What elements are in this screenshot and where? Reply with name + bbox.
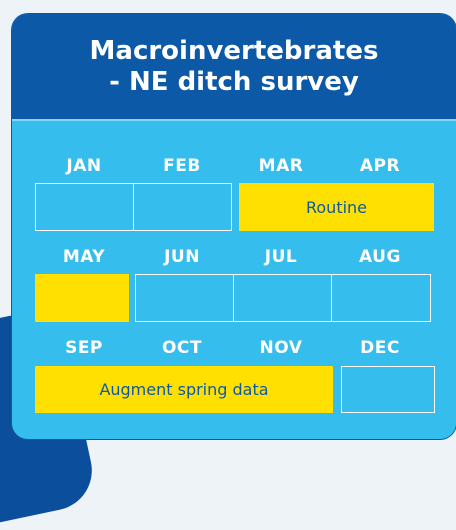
- title-line: Macroinvertebrates: [89, 36, 379, 66]
- month-label: MAY: [62, 247, 106, 267]
- title-line: - NE ditch survey: [109, 67, 359, 97]
- empty-cell: [331, 274, 431, 322]
- empty-cell: [35, 183, 134, 231]
- page: Macroinvertebrates - NE ditch survey JAN…: [0, 14, 456, 530]
- month-label: DEC: [360, 338, 400, 358]
- event-bar: Routine: [239, 183, 434, 231]
- month-label: MAR: [258, 156, 304, 176]
- empty-cell: [135, 274, 234, 322]
- header: Macroinvertebrates - NE ditch survey: [12, 14, 456, 119]
- month-label: APR: [359, 156, 401, 176]
- month-label: OCT: [161, 338, 203, 358]
- month-label: FEB: [163, 156, 201, 176]
- calendar-card: Macroinvertebrates - NE ditch survey JAN…: [12, 14, 456, 439]
- empty-cell: [341, 366, 435, 413]
- empty-cell: [233, 274, 332, 322]
- event-bar: [35, 274, 129, 322]
- event-bar: Augment spring data: [35, 366, 333, 413]
- month-label: NOV: [259, 338, 303, 358]
- month-label: JUL: [264, 247, 298, 267]
- empty-cell: [133, 183, 232, 231]
- month-label: AUG: [359, 247, 401, 267]
- month-label: JUN: [164, 247, 200, 267]
- month-label: SEP: [65, 338, 103, 358]
- month-label: JAN: [66, 156, 102, 176]
